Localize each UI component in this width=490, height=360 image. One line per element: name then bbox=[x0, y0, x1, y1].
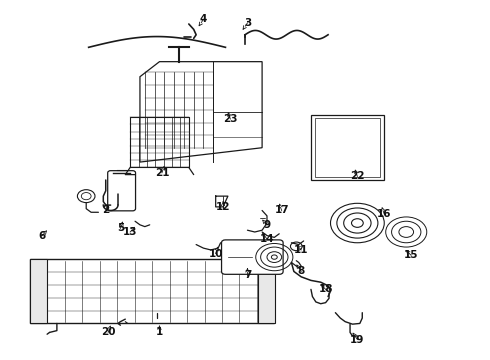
Text: 17: 17 bbox=[274, 206, 289, 216]
Bar bbox=[258, 259, 275, 323]
Text: 11: 11 bbox=[294, 245, 308, 255]
Bar bbox=[315, 118, 380, 177]
Bar bbox=[29, 259, 47, 323]
Text: 23: 23 bbox=[223, 114, 238, 124]
Text: 15: 15 bbox=[404, 250, 418, 260]
FancyBboxPatch shape bbox=[108, 171, 136, 211]
Text: 22: 22 bbox=[350, 171, 365, 181]
Text: 10: 10 bbox=[208, 248, 223, 258]
Text: 6: 6 bbox=[39, 231, 46, 240]
Text: 12: 12 bbox=[216, 202, 230, 212]
Text: 18: 18 bbox=[318, 284, 333, 294]
Text: 4: 4 bbox=[200, 14, 207, 24]
Bar bbox=[30, 259, 274, 323]
Text: 1: 1 bbox=[156, 327, 163, 337]
Text: 8: 8 bbox=[297, 266, 305, 276]
Text: 7: 7 bbox=[244, 270, 251, 280]
Text: 9: 9 bbox=[264, 220, 270, 230]
Text: 21: 21 bbox=[155, 168, 169, 178]
Text: 13: 13 bbox=[123, 227, 137, 237]
Text: 14: 14 bbox=[260, 234, 274, 244]
Text: 3: 3 bbox=[244, 18, 251, 28]
Bar bbox=[130, 117, 189, 167]
Text: 2: 2 bbox=[102, 206, 109, 216]
Text: 16: 16 bbox=[377, 209, 392, 219]
Text: 19: 19 bbox=[350, 334, 365, 345]
FancyBboxPatch shape bbox=[221, 240, 283, 274]
Text: 5: 5 bbox=[117, 224, 124, 233]
Bar bbox=[311, 116, 384, 180]
Text: 20: 20 bbox=[101, 327, 116, 337]
